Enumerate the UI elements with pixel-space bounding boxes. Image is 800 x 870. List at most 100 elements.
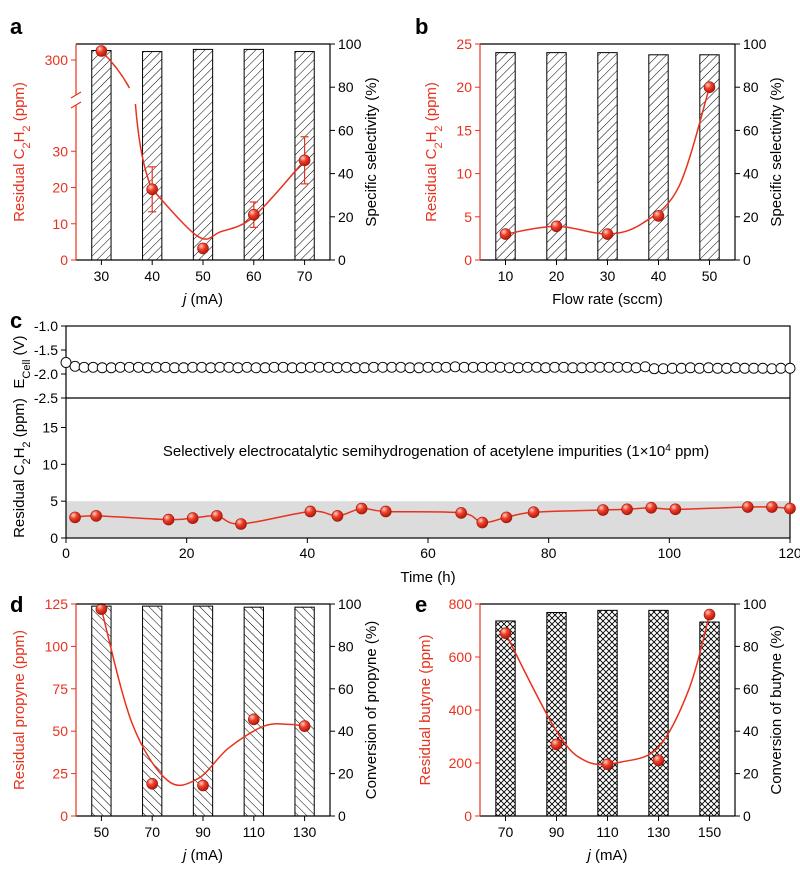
ecell-point [286,362,298,374]
bar-30 [91,49,112,261]
point-70 [146,777,158,790]
point-90 [197,779,209,792]
ecell-point [404,362,416,374]
y2-axis-label: Conversion of propyne (%) [363,621,380,799]
panel-a-chart: 30 40 50 60 70 0 10 20 30 300 0 20 40 60 80 100 j (mA) Re… [11,36,380,308]
x-tick-label: 120 [778,545,800,561]
ecell-point [169,362,181,374]
top-y-tick-label: -2.5 [34,390,58,406]
residual-point [304,505,317,518]
panel-label-c: c [10,308,22,333]
panel-b-chart: 10 20 30 40 50 0 5 10 15 20 25 0 20 40 60 80 100 Flow rat… [423,36,785,308]
ecell-point [304,361,316,373]
y-axis-label: Residual C2H2 (ppm) [423,82,445,222]
point-30 [95,45,108,57]
ecell-point [558,361,570,373]
bar-40 [142,51,163,261]
ecell-point [513,362,524,374]
ecell-point [594,361,606,373]
y2-tick-label: 0 [743,252,751,268]
ecell-point [549,361,561,373]
ecell-point [422,361,434,373]
y2-tick-label: 80 [338,79,354,95]
y2-tick-label: 40 [743,723,759,739]
x-axis-label: j (mA) [181,847,223,864]
ecell-point [223,361,235,373]
y-tick-label: 100 [45,638,69,654]
y2-tick-label: 100 [743,36,767,52]
y-tick-label: 800 [449,596,473,612]
residual-point [669,503,682,516]
ecell-point [341,361,352,373]
bottom-y-axis-label: Residual C2H2 (ppm) [11,398,33,538]
panel-label-b: b [415,14,428,39]
panel-label-d: d [10,592,23,617]
axis-break-mark [70,101,82,109]
ecell-point [141,362,153,374]
y-tick-label: 10 [52,216,68,232]
point-20 [550,220,563,233]
y2-tick-label: 80 [743,638,759,654]
x-tick-label: 110 [596,824,619,840]
residual-point [355,502,368,515]
ecell-point [721,362,733,374]
ecell-point [395,361,407,373]
y-tick-label: 15 [456,122,472,138]
ecell-point [739,362,751,374]
panel-e-chart: 70 90 110 130 150 0 200 400 600 800 0 20 40 60 80 100 j … [417,596,785,864]
point-50 [95,603,108,615]
point-50 [197,242,209,255]
ecell-point [96,362,108,374]
ecell-point [268,361,280,373]
x-tick-label: 40 [144,268,160,284]
x-axis-label: j (mA) [585,847,627,864]
ecell-point [494,361,506,373]
y2-tick-label: 100 [338,596,362,612]
fit-curve-mid [134,103,153,190]
top-y-tick-label: -1.0 [34,318,58,334]
ecell-point [151,361,162,373]
highlight-band [66,501,790,538]
residual-point [766,501,778,513]
bar-50 [192,48,214,261]
y-tick-label: 25 [456,36,472,52]
ecell-point [648,363,660,375]
point-130 [652,754,665,767]
ecell-point [666,362,678,374]
fit-curve [100,608,305,787]
x-tick-label: 150 [698,824,722,840]
ecell-point [603,361,615,373]
point-90 [550,738,563,751]
ecell-point [467,361,479,373]
ecell-point [368,361,380,373]
ecell-point [675,362,687,374]
ecell-point [504,362,515,374]
ecell-point [232,362,244,374]
top-y-tick-label: -1.5 [34,342,58,358]
y-tick-label: 20 [456,79,472,95]
point-110 [248,713,260,726]
bar-60 [243,48,264,261]
y-tick-label: 30 [52,143,68,159]
bar-110 [243,606,264,817]
annotation-text: Selectively electrocatalytic semihydroge… [163,443,709,461]
y-axis-label: Residual propyne (ppm) [11,630,28,790]
residual-point [741,501,754,513]
residual-point [527,506,540,519]
ecell-point [250,362,262,374]
residual-point [476,516,489,529]
x-tick-label: 30 [94,268,110,284]
ecell-point [178,362,190,374]
bar-110 [597,609,618,817]
x-tick-label: 130 [293,824,317,840]
ecell-point [332,362,343,374]
y-tick-label: 0 [60,252,68,268]
y2-tick-label: 80 [338,638,354,654]
x-tick-label: 60 [420,545,436,561]
ecell-point [784,362,796,374]
point-130 [298,720,311,732]
ecell-point [87,361,99,373]
residual-point [90,510,102,522]
point-40 [652,210,665,222]
